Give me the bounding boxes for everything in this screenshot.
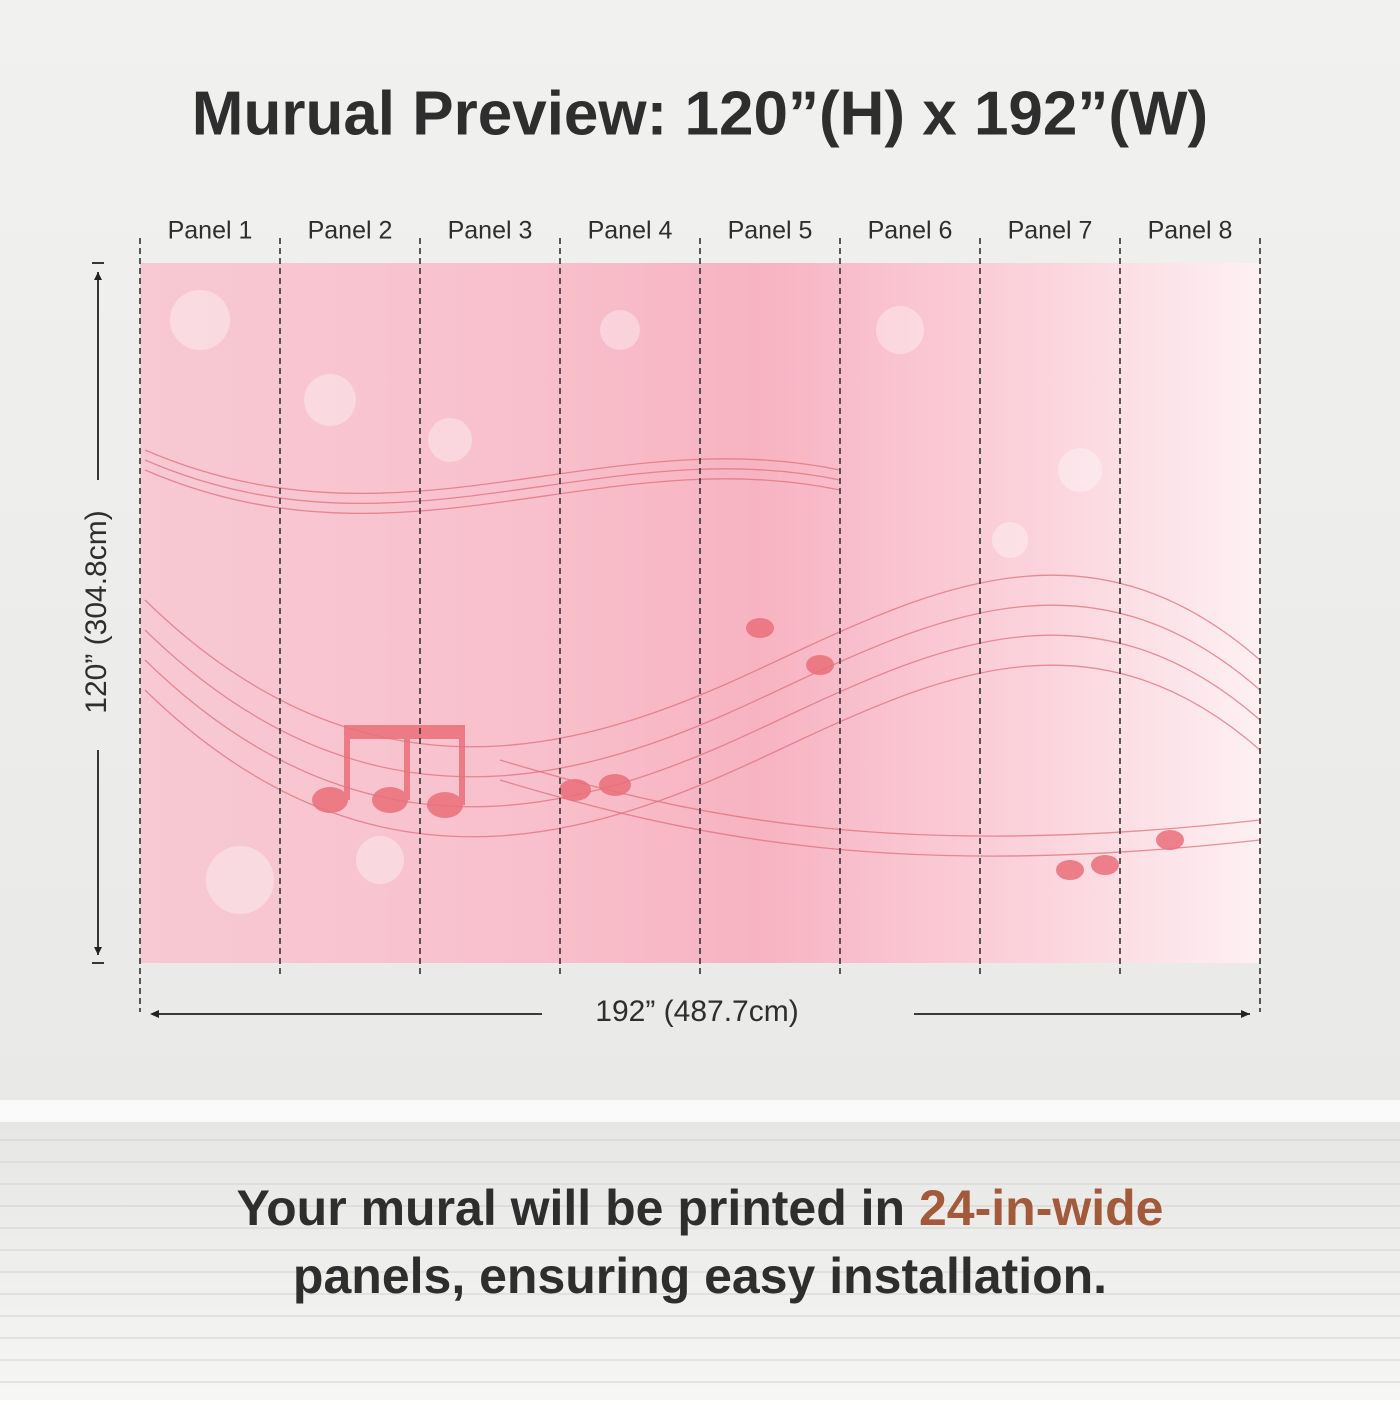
floor-planks <box>0 1139 1400 1383</box>
width-label: 192” (487.7cm) <box>595 995 798 1028</box>
footer-line-1: Your mural will be printed in 24-in-wide <box>237 1180 1164 1236</box>
width-dimension: 192” (487.7cm) <box>150 995 1250 1028</box>
panel-label: Panel 8 <box>1148 217 1233 245</box>
panel-label: Panel 3 <box>448 217 533 245</box>
footer-text: Your mural will be printed in <box>237 1180 906 1236</box>
height-label: 120” (304.8cm) <box>80 510 113 713</box>
panel-label: Panel 1 <box>168 217 253 245</box>
blossoms <box>170 290 1102 914</box>
panel-label: Panel 4 <box>588 217 673 245</box>
notes <box>312 618 1184 880</box>
baseboard <box>0 1100 1400 1122</box>
panel-label: Panel 6 <box>868 217 953 245</box>
height-dimension: 120” (304.8cm) <box>80 262 113 964</box>
footer-highlight: 24-in-wide <box>919 1180 1163 1236</box>
panel-labels: Panel 1 Panel 2 Panel 3 Panel 4 Panel 5 Panel… <box>139 217 1261 1012</box>
footer-line-2: panels, ensuring easy installation. <box>293 1248 1107 1304</box>
panel-label: Panel 7 <box>1008 217 1093 245</box>
title: Murual Preview: 120”(H) x 192”(W) <box>192 79 1208 148</box>
panel-label: Panel 5 <box>728 217 813 245</box>
panel-label: Panel 2 <box>308 217 393 245</box>
floor <box>0 1122 1400 1400</box>
